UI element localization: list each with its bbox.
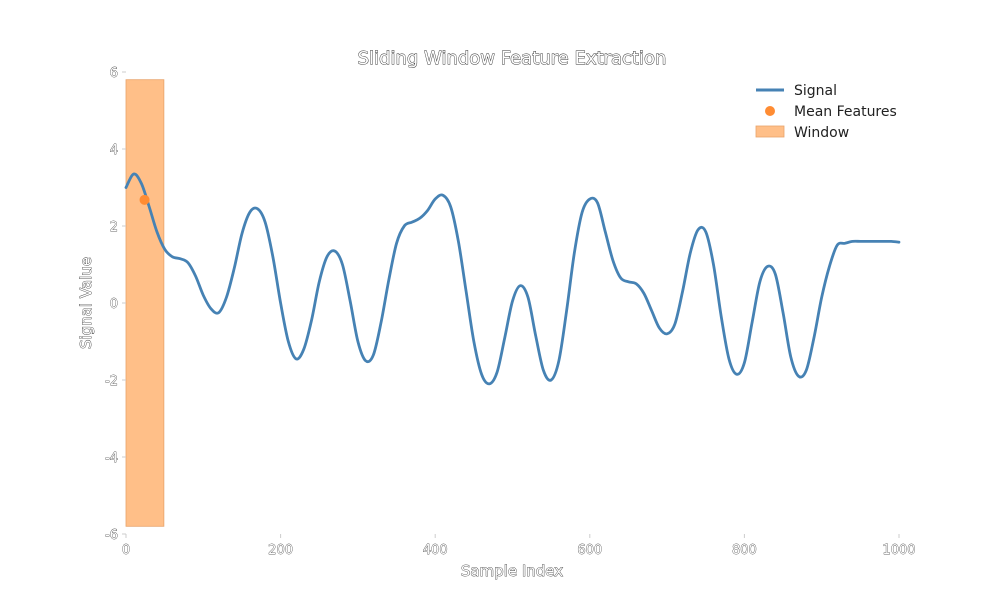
y-tick-label: -6: [105, 528, 118, 543]
legend-mean-label: Mean Features: [794, 104, 897, 120]
window-span: [125, 79, 165, 527]
y-tick-label: 6: [110, 66, 118, 81]
x-tick-label: 1000: [882, 543, 915, 558]
legend: Signal Mean Features Window: [755, 83, 897, 141]
x-tick-label: 600: [577, 543, 602, 558]
legend-signal-label: Signal: [794, 83, 837, 99]
x-axis-label: Sample Index: [461, 562, 563, 580]
chart-title: Sliding Window Feature Extraction: [358, 48, 667, 69]
x-tick-label: 200: [268, 543, 293, 558]
x-tick-label: 800: [732, 543, 757, 558]
legend-window-label: Window: [794, 125, 849, 141]
signal-line: [124, 172, 901, 386]
x-tick-label: 0: [122, 543, 130, 558]
y-tick-label: -4: [105, 451, 118, 466]
mean-feature-point: [139, 194, 150, 205]
y-tick-label: -2: [105, 374, 118, 389]
legend-mean-swatch: [765, 106, 775, 116]
legend-window-swatch: [755, 125, 785, 138]
y-tick-label: 2: [110, 220, 118, 235]
y-axis-label: Signal Value: [77, 257, 95, 349]
y-tick-label: 0: [110, 297, 118, 312]
plot-area: 0 200 400 600 800 1000 -6 -4 -2 0 2 4 6: [105, 66, 916, 559]
x-tick-label: 400: [423, 543, 448, 558]
y-tick-label: 4: [110, 143, 118, 158]
